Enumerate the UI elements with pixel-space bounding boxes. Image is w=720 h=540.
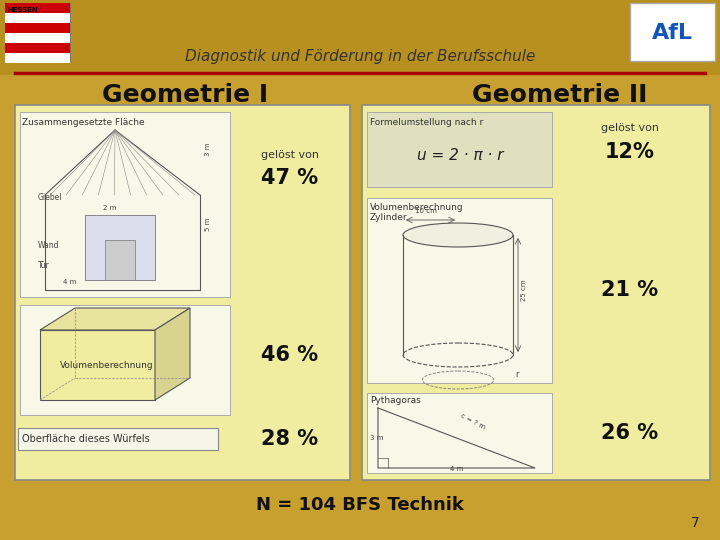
Text: 46 %: 46 % bbox=[261, 345, 318, 365]
Text: u = 2 · π · r: u = 2 · π · r bbox=[417, 147, 503, 163]
FancyBboxPatch shape bbox=[5, 13, 70, 23]
Text: Volumenberechnung: Volumenberechnung bbox=[370, 203, 464, 212]
FancyBboxPatch shape bbox=[5, 53, 70, 63]
Text: 10 cm: 10 cm bbox=[415, 208, 436, 214]
Text: gelöst von: gelöst von bbox=[601, 123, 659, 133]
Polygon shape bbox=[40, 308, 190, 330]
Text: Geometrie I: Geometrie I bbox=[102, 83, 268, 107]
FancyBboxPatch shape bbox=[105, 240, 135, 280]
FancyBboxPatch shape bbox=[5, 33, 70, 43]
Text: Tür: Tür bbox=[38, 261, 50, 270]
FancyBboxPatch shape bbox=[630, 3, 715, 61]
Text: 28 %: 28 % bbox=[261, 429, 318, 449]
Text: N = 104 BFS Technik: N = 104 BFS Technik bbox=[256, 496, 464, 514]
FancyBboxPatch shape bbox=[40, 330, 155, 400]
Text: 3 m: 3 m bbox=[370, 435, 384, 441]
FancyBboxPatch shape bbox=[5, 43, 70, 53]
FancyBboxPatch shape bbox=[20, 305, 230, 415]
Polygon shape bbox=[155, 308, 190, 400]
Text: Wand: Wand bbox=[38, 241, 60, 250]
Text: r: r bbox=[515, 370, 518, 379]
FancyBboxPatch shape bbox=[20, 112, 230, 297]
FancyBboxPatch shape bbox=[18, 428, 218, 450]
Text: 3 m: 3 m bbox=[205, 143, 211, 156]
Text: 21 %: 21 % bbox=[601, 280, 659, 300]
Text: 7: 7 bbox=[691, 516, 700, 530]
FancyBboxPatch shape bbox=[367, 393, 552, 473]
Ellipse shape bbox=[403, 223, 513, 247]
FancyBboxPatch shape bbox=[362, 105, 710, 480]
Text: Zusammengesetzte Fläche: Zusammengesetzte Fläche bbox=[22, 118, 145, 127]
Text: Giebel: Giebel bbox=[38, 193, 63, 202]
Text: 4 m: 4 m bbox=[450, 466, 464, 472]
Text: Geometrie II: Geometrie II bbox=[472, 83, 648, 107]
Text: 4 m: 4 m bbox=[63, 279, 76, 285]
Text: HESSEN: HESSEN bbox=[7, 7, 37, 13]
Text: 2 m: 2 m bbox=[103, 205, 117, 211]
FancyBboxPatch shape bbox=[85, 215, 155, 280]
Text: Oberfläche dieses Würfels: Oberfläche dieses Würfels bbox=[22, 434, 150, 444]
Text: 26 %: 26 % bbox=[601, 423, 659, 443]
FancyBboxPatch shape bbox=[5, 3, 70, 61]
Text: 5 m: 5 m bbox=[205, 218, 211, 231]
Text: AfL: AfL bbox=[652, 23, 693, 43]
Text: c = ? m: c = ? m bbox=[460, 413, 487, 431]
Text: 47 %: 47 % bbox=[261, 168, 318, 188]
FancyBboxPatch shape bbox=[15, 105, 350, 480]
FancyBboxPatch shape bbox=[5, 3, 70, 13]
FancyBboxPatch shape bbox=[367, 198, 552, 383]
Text: 12%: 12% bbox=[605, 142, 655, 162]
Text: Pythagoras: Pythagoras bbox=[370, 396, 420, 405]
Text: gelöst von: gelöst von bbox=[261, 150, 319, 160]
Text: Zylinder: Zylinder bbox=[370, 213, 408, 222]
FancyBboxPatch shape bbox=[367, 112, 552, 187]
Text: 25 cm: 25 cm bbox=[521, 279, 527, 301]
Text: Diagnostik und Förderung in der Berufsschule: Diagnostik und Förderung in der Berufssc… bbox=[185, 50, 535, 64]
Text: Formelumstellung nach r: Formelumstellung nach r bbox=[370, 118, 483, 127]
FancyBboxPatch shape bbox=[0, 0, 720, 75]
FancyBboxPatch shape bbox=[5, 23, 70, 33]
Text: Volumenberechnung: Volumenberechnung bbox=[60, 361, 153, 370]
